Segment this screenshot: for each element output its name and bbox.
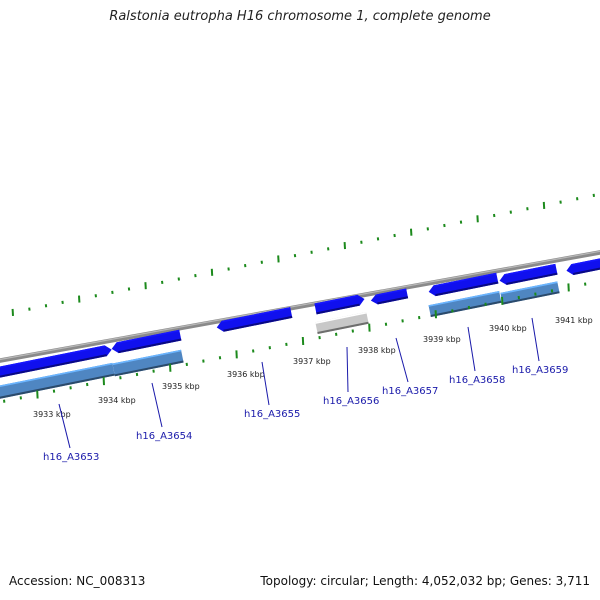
forward-gene-bevel bbox=[116, 329, 180, 344]
backbone-highlight bbox=[0, 250, 600, 361]
forward-gene-bevel bbox=[375, 288, 407, 297]
gene-label: h16_A3654 bbox=[136, 431, 192, 442]
backbone-line bbox=[0, 250, 600, 363]
kbp-label: 3935 kbp bbox=[162, 382, 200, 391]
forward-gene-shadow bbox=[573, 264, 600, 275]
kbp-label: 3939 kbp bbox=[423, 335, 461, 344]
pseudo-gene bbox=[315, 311, 369, 335]
gene-label: h16_A3659 bbox=[512, 365, 568, 376]
forward-gene-shadow bbox=[377, 296, 409, 305]
forward-gene-bevel bbox=[433, 272, 497, 287]
reverse-gene-shadow bbox=[502, 291, 560, 305]
forward-gene bbox=[314, 294, 365, 315]
reverse-gene bbox=[0, 362, 115, 406]
forward-gene-bevel bbox=[314, 294, 358, 306]
accession-text: Accession: NC_008313 bbox=[9, 574, 146, 588]
reverse-gene-body bbox=[428, 291, 502, 317]
topology-text: Topology: circular; Length: 4,052,032 bp… bbox=[260, 574, 590, 588]
reverse-gene bbox=[428, 291, 502, 317]
forward-gene-body bbox=[216, 307, 293, 332]
pseudo-gene-bevel bbox=[315, 311, 367, 324]
forward-gene-shadow bbox=[118, 338, 182, 354]
inner-tick-ring bbox=[3, 282, 587, 403]
reverse-gene-bevel bbox=[500, 281, 558, 295]
gene-leader-line bbox=[467, 326, 476, 372]
forward-gene-shadow bbox=[0, 354, 107, 382]
forward-gene-body bbox=[111, 329, 182, 354]
forward-gene bbox=[428, 272, 499, 297]
kbp-label: 3934 kbp bbox=[98, 396, 136, 405]
forward-gene-shadow bbox=[223, 315, 293, 332]
forward-gene bbox=[566, 255, 600, 275]
gene-leader-line bbox=[151, 382, 163, 428]
forward-gene-body bbox=[370, 288, 409, 305]
forward-gene-bevel bbox=[0, 345, 106, 373]
forward-gene bbox=[370, 288, 409, 305]
forward-gene-bevel bbox=[571, 255, 600, 266]
gene-leader-line bbox=[58, 403, 71, 449]
forward-gene-body bbox=[314, 294, 365, 315]
kbp-label: 3941 kbp bbox=[555, 316, 593, 325]
reverse-gene-bevel bbox=[0, 362, 113, 395]
kbp-label: 3938 kbp bbox=[358, 346, 396, 355]
kbp-label: 3937 kbp bbox=[293, 357, 331, 366]
forward-gene-body bbox=[566, 255, 600, 275]
forward-gene-body bbox=[428, 272, 499, 297]
gene-leader-line bbox=[531, 317, 540, 362]
gene-leader-line bbox=[346, 346, 349, 393]
gene-leader-line bbox=[395, 337, 409, 383]
forward-gene bbox=[499, 263, 558, 285]
pseudo-gene-shadow bbox=[317, 321, 369, 335]
pseudo-gene-body bbox=[315, 311, 369, 335]
gene-label: h16_A3657 bbox=[382, 386, 438, 397]
forward-gene-shadow bbox=[316, 303, 360, 315]
reverse-gene-body bbox=[0, 362, 115, 406]
gene-label: h16_A3653 bbox=[43, 452, 99, 463]
kbp-label: 3933 kbp bbox=[33, 410, 71, 419]
gene-label: h16_A3656 bbox=[323, 396, 379, 407]
reverse-gene-shadow bbox=[114, 360, 184, 377]
forward-gene-body bbox=[0, 345, 112, 382]
reverse-gene bbox=[112, 349, 184, 377]
forward-gene bbox=[0, 345, 112, 382]
reverse-gene-body bbox=[112, 349, 184, 377]
forward-gene-bevel bbox=[221, 307, 291, 323]
forward-gene-shadow bbox=[506, 272, 558, 285]
reverse-gene bbox=[500, 281, 560, 305]
outer-tick-ring bbox=[11, 193, 595, 317]
reverse-gene-body bbox=[500, 281, 560, 305]
reverse-gene-shadow bbox=[0, 373, 115, 406]
forward-gene bbox=[111, 329, 182, 354]
forward-gene-bevel bbox=[504, 263, 556, 276]
reverse-gene-bevel bbox=[428, 291, 500, 307]
gene-label: h16_A3658 bbox=[449, 375, 505, 386]
chromosome-backbone bbox=[0, 250, 600, 363]
forward-gene-body bbox=[499, 263, 558, 285]
reverse-gene-shadow bbox=[430, 300, 502, 317]
reverse-gene-bevel bbox=[112, 349, 182, 366]
label-layer: 3933 kbp 3934 kbp 3935 kbp 3936 kbp 3937 kbp… bbox=[33, 316, 593, 463]
gene-label: h16_A3655 bbox=[244, 409, 300, 420]
kbp-label: 3940 kbp bbox=[489, 324, 527, 333]
map-title: Ralstonia eutropha H16 chromosome 1, com… bbox=[109, 9, 491, 24]
gene-leader-line bbox=[261, 361, 270, 406]
forward-gene bbox=[216, 307, 293, 332]
forward-gene-shadow bbox=[435, 281, 499, 297]
gene-track bbox=[0, 255, 600, 406]
kbp-label: 3936 kbp bbox=[227, 370, 265, 379]
